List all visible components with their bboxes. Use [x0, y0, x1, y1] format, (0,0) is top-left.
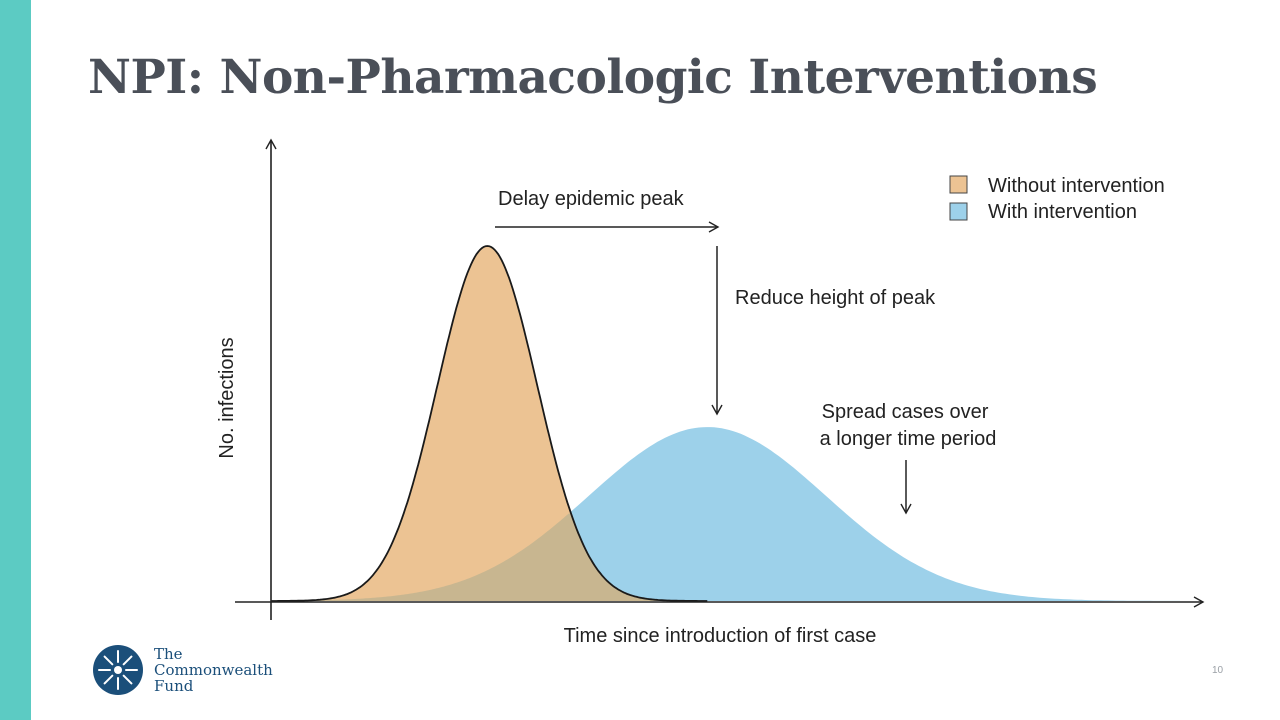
legend-label-with: With intervention	[988, 201, 1137, 223]
annotation-reduce-peak: Reduce height of peak	[735, 287, 936, 309]
page-number: 10	[1212, 665, 1224, 676]
area-with-intervention	[271, 427, 1180, 601]
legend-swatch-with	[949, 202, 968, 221]
annotation-spread-line-1: Spread cases over	[822, 401, 989, 423]
commonwealth-fund-logo: The Commonwealth Fund	[92, 644, 292, 696]
legend-label-without: Without intervention	[988, 175, 1165, 197]
legend: Without intervention With intervention	[949, 175, 1165, 223]
logo-line-3: Fund	[154, 677, 194, 695]
area-without-intervention	[271, 246, 708, 601]
y-axis-label: No. infections	[216, 337, 238, 458]
line-without-intervention	[271, 245, 708, 602]
logo-line-2: Commonwealth	[154, 661, 273, 679]
slide-title: NPI: Non-Pharmacologic Interventions	[88, 50, 1098, 105]
area-overlap	[271, 513, 708, 601]
accent-bar	[0, 0, 31, 720]
logo-line-1: The	[154, 645, 183, 663]
annotation-delay-peak: Delay epidemic peak	[498, 188, 685, 210]
legend-swatch-without	[949, 175, 968, 194]
annotation-spread-line-2: a longer time period	[820, 428, 997, 450]
logo-emblem-icon	[93, 645, 143, 695]
x-axis-label: Time since introduction of first case	[564, 625, 877, 647]
logo-wordmark: The Commonwealth Fund	[154, 646, 273, 694]
